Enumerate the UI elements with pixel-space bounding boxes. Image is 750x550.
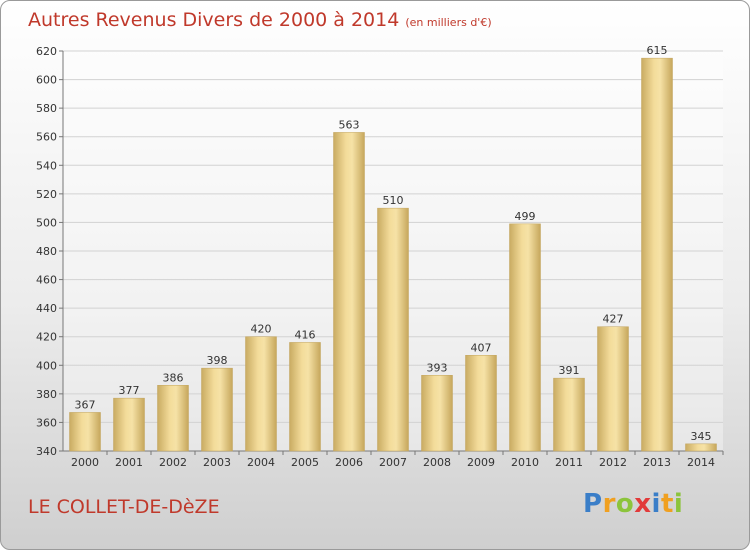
bar <box>421 375 453 452</box>
y-tick-label: 360 <box>36 416 57 429</box>
y-tick-label: 340 <box>36 445 57 458</box>
bar <box>641 57 673 452</box>
label-layer: 340 360 380 400 420 440 460 480 500 520 540 560 580 6… <box>36 44 715 469</box>
x-tick-label: 2009 <box>467 456 495 469</box>
x-tick-label: 2006 <box>335 456 363 469</box>
value-label: 393 <box>427 361 448 374</box>
y-tick-label: 380 <box>36 388 57 401</box>
chart-title-text: Autres Revenus Divers de 2000 à 2014 <box>28 9 400 31</box>
x-tick-label: 2012 <box>599 456 627 469</box>
bar <box>245 336 277 452</box>
bar <box>333 132 365 452</box>
x-tick-label: 2010 <box>511 456 539 469</box>
y-tick-label: 560 <box>36 131 57 144</box>
chart-subtitle: (en milliers d'€) <box>405 16 492 29</box>
value-label: 345 <box>691 430 712 443</box>
y-tick-label: 400 <box>36 359 57 372</box>
value-label: 407 <box>471 341 492 354</box>
town-name: LE COLLET-DE-DèZE <box>28 496 220 518</box>
value-label: 563 <box>339 118 360 131</box>
y-tick-label: 620 <box>36 45 57 58</box>
y-tick-label: 420 <box>36 331 57 344</box>
value-label: 420 <box>251 323 272 336</box>
bar <box>201 367 233 452</box>
bar <box>157 385 189 452</box>
x-tick-label: 2001 <box>115 456 143 469</box>
x-tick-label: 2005 <box>291 456 319 469</box>
x-tick-label: 2007 <box>379 456 407 469</box>
x-tick-label: 2000 <box>71 456 99 469</box>
proxiti-logo: Proxiti <box>583 489 684 519</box>
x-tick-label: 2013 <box>643 456 671 469</box>
chart-title: Autres Revenus Divers de 2000 à 2014 (en … <box>28 9 492 31</box>
bar <box>377 207 409 452</box>
x-tick-label: 2008 <box>423 456 451 469</box>
x-tick-label: 2011 <box>555 456 583 469</box>
bar-layer <box>69 57 717 452</box>
bar <box>685 443 717 452</box>
bar <box>465 355 497 452</box>
value-label: 615 <box>647 44 668 57</box>
y-tick-label: 460 <box>36 274 57 287</box>
bar <box>597 326 629 452</box>
bar <box>69 412 101 452</box>
bar <box>113 397 145 452</box>
value-label: 391 <box>559 364 580 377</box>
y-tick-label: 440 <box>36 302 57 315</box>
x-tick-label: 2014 <box>687 456 715 469</box>
y-tick-label: 480 <box>36 245 57 258</box>
value-label: 416 <box>295 328 316 341</box>
y-tick-label: 540 <box>36 159 57 172</box>
bar <box>289 342 321 452</box>
x-tick-label: 2004 <box>247 456 275 469</box>
value-label: 398 <box>207 354 228 367</box>
bar <box>553 377 585 452</box>
value-label: 386 <box>163 371 184 384</box>
y-tick-label: 500 <box>36 216 57 229</box>
value-label: 499 <box>515 210 536 223</box>
bar <box>509 223 541 452</box>
y-tick-label: 520 <box>36 188 57 201</box>
x-tick-label: 2002 <box>159 456 187 469</box>
y-tick-label: 600 <box>36 74 57 87</box>
y-tick-label: 580 <box>36 102 57 115</box>
x-tick-label: 2003 <box>203 456 231 469</box>
value-label: 377 <box>119 384 140 397</box>
value-label: 510 <box>383 194 404 207</box>
value-label: 367 <box>75 398 96 411</box>
value-label: 427 <box>603 313 624 326</box>
